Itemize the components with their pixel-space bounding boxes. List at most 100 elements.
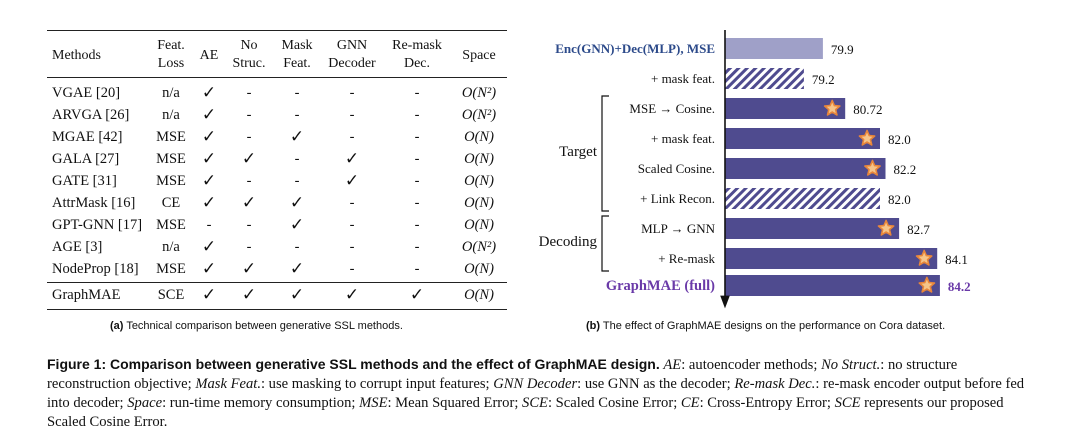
cell-rm: - xyxy=(414,239,420,255)
cell-loss: n/a xyxy=(162,239,180,255)
star-icon xyxy=(915,249,933,266)
bar-value-label: 82.7 xyxy=(907,222,930,237)
caption-term: SCE xyxy=(522,395,548,411)
bar-7 xyxy=(725,248,938,269)
cell-rm: - xyxy=(414,151,420,167)
table-row: GALA [27] MSE ✓ ✓ - ✓ - O(N) xyxy=(47,148,507,170)
header-remask-dec: Re-mask Dec. xyxy=(387,37,447,73)
caption-text: : Cross-Entropy Error; xyxy=(699,395,835,411)
cell-ae: ✓ xyxy=(201,171,217,191)
cell-ns: - xyxy=(246,85,252,101)
cell-rm: - xyxy=(414,107,420,123)
cell-gnn: - xyxy=(349,195,355,211)
caption-term: Re-mask Dec. xyxy=(734,376,816,392)
bar-0 xyxy=(725,38,823,59)
cell-ae: ✓ xyxy=(201,193,217,213)
cell-mf: ✓ xyxy=(289,259,305,279)
bar-value-label: 79.2 xyxy=(811,72,835,87)
caption-term: CE xyxy=(680,395,700,411)
bar-value-label: 82.0 xyxy=(888,132,911,147)
cell-rm: ✓ xyxy=(409,285,425,305)
bar-chart: 79.9 Enc(GNN)+Dec(MLP), MSE 79.2 + mask fea… xyxy=(520,30,1060,320)
table-mid-rule xyxy=(47,282,507,283)
cell-rm: - xyxy=(414,129,420,145)
header-feat-loss-line1: Feat. xyxy=(157,38,185,53)
cell-mf: - xyxy=(294,107,300,123)
cell-loss: MSE xyxy=(156,261,186,277)
cell-gnn: - xyxy=(349,239,355,255)
header-no-struc: No Struc. xyxy=(229,37,269,73)
cell-rm: - xyxy=(414,217,420,233)
figure-caption-body: AE: autoencoder methods; No Struct.: no … xyxy=(47,357,1024,430)
figure-caption: Figure 1: Comparison between generative … xyxy=(47,355,1037,432)
bar-category-label: Scaled Cosine. xyxy=(637,161,715,176)
group-label: Target xyxy=(559,143,597,160)
header-ae: AE xyxy=(199,48,219,63)
caption-text: : run-time memory consumption; xyxy=(162,395,360,411)
caption-term: AE xyxy=(663,357,682,373)
cell-ns: - xyxy=(246,173,252,189)
cell-name: MGAE [42] xyxy=(52,129,123,145)
header-no-struc-line1: No xyxy=(240,38,258,53)
caption-text: : re-mask encoder output before fed into… xyxy=(47,376,1025,411)
cell-name: VGAE [20] xyxy=(52,85,121,101)
star-icon xyxy=(864,159,881,176)
cell-ae: ✓ xyxy=(201,127,217,147)
bar-value-label: 79.9 xyxy=(830,42,854,57)
subcaption-a-label: (a) xyxy=(110,320,124,332)
bar-value-label: 84.1 xyxy=(945,252,968,267)
cell-ns: - xyxy=(246,239,252,255)
bar-category-label: GraphMAE (full) xyxy=(605,278,715,294)
bar-category-label: + Link Recon. xyxy=(640,191,715,206)
bar-8 xyxy=(725,275,940,296)
cell-mf: - xyxy=(294,239,300,255)
cell-ae: - xyxy=(206,217,212,233)
cell-space: O(N) xyxy=(464,195,494,211)
header-space: Space xyxy=(462,48,496,63)
table-row: MGAE [42] MSE ✓ - ✓ - - O(N) xyxy=(47,126,507,148)
cell-rm: - xyxy=(414,173,420,189)
cell-space: O(N²) xyxy=(461,85,497,101)
cell-ns: - xyxy=(246,107,252,123)
bar-category-label: MSE → Cosine. xyxy=(629,101,715,116)
bar-6 xyxy=(725,218,900,239)
cell-gnn: - xyxy=(349,85,355,101)
subcaption-b-label: (b) xyxy=(586,320,601,332)
star-icon xyxy=(823,99,841,116)
bar-value-label: 82.2 xyxy=(893,162,917,177)
cell-gnn: - xyxy=(349,129,355,145)
bar-value-label: 80.72 xyxy=(853,102,883,117)
caption-text: : Scaled Cosine Error; xyxy=(547,395,681,411)
cell-name: GALA [27] xyxy=(52,151,120,167)
cell-name: AttrMask [16] xyxy=(52,195,136,211)
cell-loss: SCE xyxy=(157,287,185,303)
cell-space: O(N²) xyxy=(461,239,497,255)
caption-text: : Mean Squared Error; xyxy=(387,395,523,411)
cell-space: O(N²) xyxy=(461,107,497,123)
caption-text: : no structure reconstruction objective; xyxy=(47,357,958,392)
cell-name: AGE [3] xyxy=(52,239,103,255)
cell-mf: ✓ xyxy=(289,127,305,147)
caption-term: SCE xyxy=(834,395,861,411)
cell-name: GPT-GNN [17] xyxy=(52,217,143,233)
bar-value-label: 84.2 xyxy=(947,279,971,294)
caption-text: : autoencoder methods; xyxy=(681,357,822,373)
subcaption-a-text: Technical comparison between generative … xyxy=(126,320,403,332)
caption-text: represents our proposed Scaled Cosine Er… xyxy=(47,395,1004,430)
cell-loss: MSE xyxy=(156,129,186,145)
header-remask-dec-line2: Dec. xyxy=(403,56,431,71)
caption-term: Space xyxy=(127,395,163,411)
header-feat-loss: Feat. Loss xyxy=(151,37,191,73)
table-top-rule xyxy=(47,30,507,32)
cell-ns: ✓ xyxy=(241,149,257,169)
header-methods: Methods xyxy=(52,48,101,63)
figure-caption-title: Figure 1: Comparison between generative … xyxy=(47,356,660,372)
table-row-graphmae: GraphMAE SCE ✓ ✓ ✓ ✓ ✓ O(N) xyxy=(47,284,507,306)
table-row: VGAE [20] n/a ✓ - - - - O(N²) xyxy=(47,82,507,104)
cell-ns: ✓ xyxy=(241,193,257,213)
cell-mf: ✓ xyxy=(289,193,305,213)
cell-name: GATE [31] xyxy=(52,173,117,189)
cell-mf: ✓ xyxy=(289,215,305,235)
bar-1 xyxy=(725,68,804,89)
cell-loss: MSE xyxy=(156,173,186,189)
